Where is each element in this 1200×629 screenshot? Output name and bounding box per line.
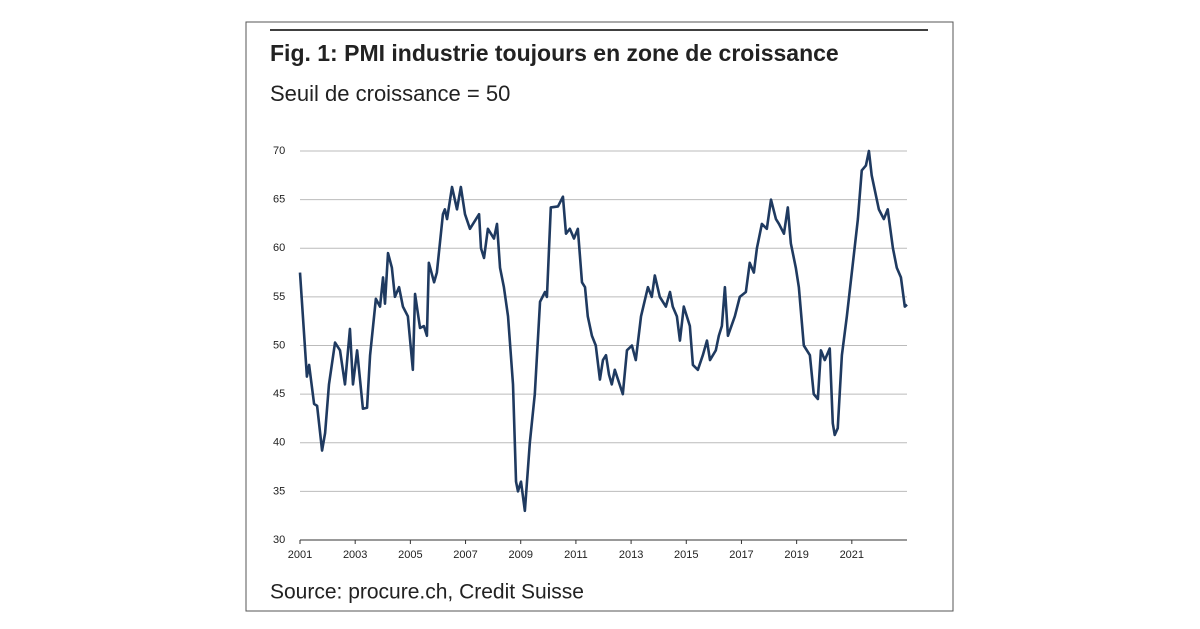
x-tick-label: 2003 xyxy=(343,549,367,561)
x-tick-label: 2015 xyxy=(674,549,698,561)
x-tick-label: 2009 xyxy=(508,549,532,561)
x-tick-label: 2011 xyxy=(564,549,588,561)
y-tick-label: 30 xyxy=(273,534,285,546)
x-tick-label: 2001 xyxy=(288,549,312,561)
y-tick-label: 40 xyxy=(273,437,285,449)
x-tick-label: 2021 xyxy=(840,549,864,561)
y-tick-label: 45 xyxy=(273,388,285,400)
y-tick-label: 70 xyxy=(273,145,285,157)
frame xyxy=(245,21,954,612)
y-tick-label: 60 xyxy=(273,242,285,254)
chart-subtitle: Seuil de croissance = 50 xyxy=(270,81,510,106)
x-tick-label: 2007 xyxy=(453,549,477,561)
series-line xyxy=(298,149,908,513)
y-tick-label: 65 xyxy=(273,194,285,206)
x-tick-label: 2013 xyxy=(619,549,643,561)
source: Source: procure.ch, Credit Suisse xyxy=(270,581,584,604)
chart-title: Fig. 1: PMI industrie toujours en zone d… xyxy=(270,40,839,66)
x-tick-label: 2005 xyxy=(398,549,422,561)
y-tick-label: 35 xyxy=(273,485,285,497)
x-tick-label: 2019 xyxy=(784,549,808,561)
y-tick-label: 55 xyxy=(273,291,285,303)
x-tick-label: 2017 xyxy=(729,549,753,561)
y-tick-label: 50 xyxy=(273,339,285,351)
